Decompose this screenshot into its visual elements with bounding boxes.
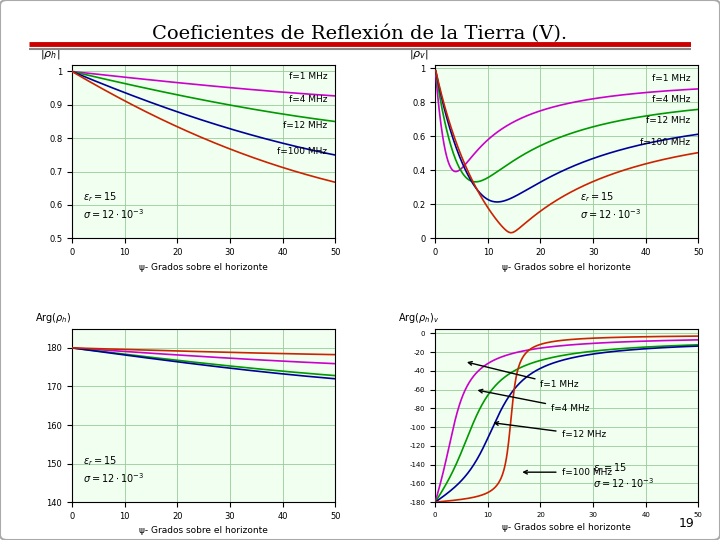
Text: $|\rho_v|$: $|\rho_v|$	[409, 48, 429, 62]
Text: $\sigma = 12 \cdot 10^{-3}$: $\sigma = 12 \cdot 10^{-3}$	[593, 476, 654, 490]
X-axis label: ψ- Grados sobre el horizonte: ψ- Grados sobre el horizonte	[503, 262, 631, 272]
Text: f=12 MHz: f=12 MHz	[647, 116, 690, 125]
Text: Arg$(\rho_h)_v$: Arg$(\rho_h)_v$	[398, 311, 440, 325]
Text: $\varepsilon_r = 15$: $\varepsilon_r = 15$	[83, 190, 117, 204]
Text: Coeficientes de Reflexión de la Tierra (V).: Coeficientes de Reflexión de la Tierra (…	[153, 24, 567, 43]
Text: f=1 MHz: f=1 MHz	[289, 72, 328, 82]
Text: f=1 MHz: f=1 MHz	[469, 362, 579, 389]
Text: f=4 MHz: f=4 MHz	[479, 389, 590, 413]
Text: $|\rho_h|$: $|\rho_h|$	[40, 48, 60, 62]
Text: $\sigma = 12 \cdot 10^{-3}$: $\sigma = 12 \cdot 10^{-3}$	[83, 471, 144, 485]
Text: $\varepsilon_r = 15$: $\varepsilon_r = 15$	[580, 190, 614, 204]
Text: f=100 MHz: f=100 MHz	[277, 147, 328, 156]
X-axis label: ψ- Grados sobre el horizonte: ψ- Grados sobre el horizonte	[139, 526, 268, 536]
X-axis label: ψ- Grados sobre el horizonte: ψ- Grados sobre el horizonte	[139, 262, 268, 272]
Text: f=100 MHz: f=100 MHz	[523, 468, 612, 477]
Text: $\sigma = 12 \cdot 10^{-3}$: $\sigma = 12 \cdot 10^{-3}$	[580, 207, 642, 221]
X-axis label: ψ- Grados sobre el horizonte: ψ- Grados sobre el horizonte	[503, 523, 631, 532]
Text: f=12 MHz: f=12 MHz	[283, 121, 328, 130]
Text: $\varepsilon_r = 15$: $\varepsilon_r = 15$	[593, 461, 627, 475]
Text: Arg$(\rho_h)$: Arg$(\rho_h)$	[35, 311, 71, 325]
Text: f=1 MHz: f=1 MHz	[652, 74, 690, 83]
Text: 19: 19	[679, 517, 695, 530]
Text: $\varepsilon_r = 15$: $\varepsilon_r = 15$	[83, 454, 117, 468]
Text: f=100 MHz: f=100 MHz	[640, 138, 690, 147]
Text: f=4 MHz: f=4 MHz	[289, 95, 328, 104]
Text: $\sigma = 12 \cdot 10^{-3}$: $\sigma = 12 \cdot 10^{-3}$	[83, 207, 144, 221]
Text: f=12 MHz: f=12 MHz	[495, 422, 606, 439]
Text: f=4 MHz: f=4 MHz	[652, 95, 690, 104]
